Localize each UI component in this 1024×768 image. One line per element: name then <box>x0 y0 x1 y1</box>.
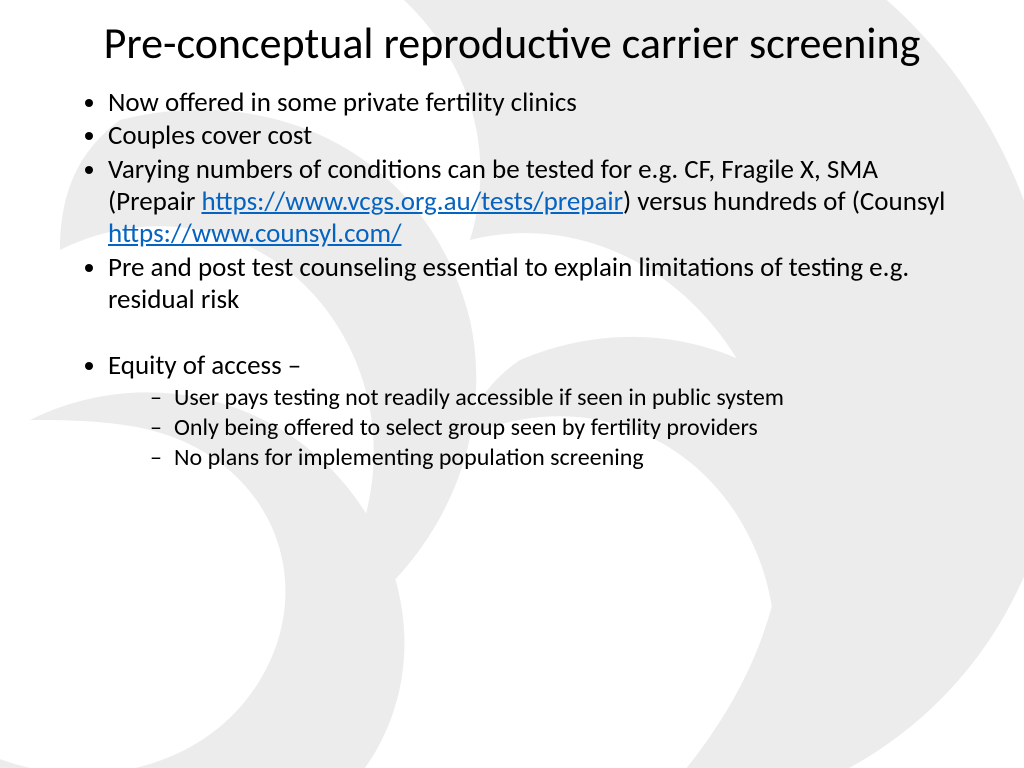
bullet-text-seg: ) versus hundreds of (Counsyl <box>623 185 945 218</box>
bullet-text: Equity of access – <box>108 349 301 382</box>
slide-content: Pre-conceptual reproductive carrier scre… <box>0 0 1024 473</box>
bullet-text: Now offered in some private fertility cl… <box>108 86 577 119</box>
link-counsyl[interactable]: https://www.counsyl.com/ <box>108 217 402 250</box>
bullet-item: Pre and post test counseling essential t… <box>108 252 964 316</box>
sub-bullet-item: User pays testing not readily accessible… <box>150 383 964 413</box>
bullet-list-2: Equity of access – User pays testing not… <box>60 350 964 474</box>
sub-bullet-item: Only being offered to select group seen … <box>150 413 964 443</box>
bullet-item: Equity of access – User pays testing not… <box>108 350 964 474</box>
bullet-item: Now offered in some private fertility cl… <box>108 87 964 119</box>
link-vcgs[interactable]: https://www.vcgs.org.au/tests/prepair <box>201 185 623 218</box>
sub-bullet-list: User pays testing not readily accessible… <box>108 383 964 473</box>
bullet-text: Couples cover cost <box>108 119 312 152</box>
bullet-item: Varying numbers of conditions can be tes… <box>108 154 964 250</box>
sub-bullet-text: Only being offered to select group seen … <box>174 413 758 442</box>
blank-line <box>60 318 964 350</box>
sub-bullet-item: No plans for implementing population scr… <box>150 443 964 473</box>
sub-bullet-text: No plans for implementing population scr… <box>174 443 644 472</box>
slide-title: Pre-conceptual reproductive carrier scre… <box>60 18 964 69</box>
bullet-list: Now offered in some private fertility cl… <box>60 87 964 316</box>
bullet-item: Couples cover cost <box>108 120 964 152</box>
sub-bullet-text: User pays testing not readily accessible… <box>174 383 784 412</box>
bullet-text: Pre and post test counseling essential t… <box>108 251 909 316</box>
